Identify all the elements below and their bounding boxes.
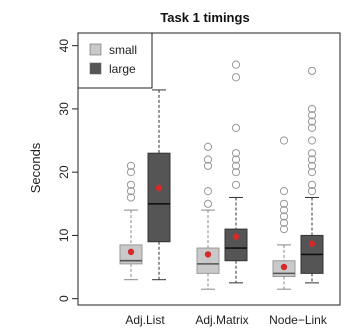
outlier-point (126, 193, 136, 202)
outlier-point (231, 60, 241, 69)
mean-marker (155, 184, 163, 192)
outlier-point (231, 149, 241, 158)
outlier-point (307, 149, 317, 158)
outlier-point (203, 155, 213, 164)
legend-swatch-large (89, 62, 102, 75)
box-large-1 (224, 228, 248, 262)
outlier-point (307, 168, 317, 177)
outlier-point (307, 136, 317, 145)
mean-marker (232, 233, 240, 240)
outlier-point (307, 104, 317, 114)
outlier-point (203, 161, 213, 170)
y-tick-label: 0 (57, 295, 71, 302)
legend-swatch-small (89, 43, 102, 56)
outlier-point (307, 161, 317, 170)
outlier-point (307, 123, 317, 132)
outlier-point (126, 168, 136, 177)
outlier-point (307, 66, 317, 76)
outlier-point (203, 199, 213, 208)
y-tick-label: 20 (57, 165, 71, 179)
x-tick-label: Adj.List (125, 313, 165, 327)
y-tick-label: 30 (57, 102, 71, 116)
outlier-point (231, 161, 241, 170)
outlier-point (126, 187, 136, 196)
mean-marker (280, 263, 288, 271)
outlier-point (279, 212, 289, 221)
x-tick-label: Adj.Matrix (195, 313, 248, 327)
mean-marker (204, 251, 212, 258)
outlier-point (307, 111, 317, 120)
outlier-point (279, 224, 289, 234)
plot-frame (77, 32, 341, 306)
outlier-point (231, 73, 241, 82)
legend-label-small: small (109, 43, 137, 57)
outlier-point (279, 199, 289, 208)
outlier-point (231, 155, 241, 164)
plot-area: 0 10 20 30 40 Adj.List Adj.Matrix Node−Link smal… (57, 32, 341, 327)
box-large-0 (147, 152, 171, 243)
outlier-point (307, 117, 317, 126)
y-tick-label: 10 (57, 228, 71, 242)
outlier-point (231, 123, 241, 132)
outlier-point (307, 180, 317, 189)
outlier-point (126, 161, 136, 170)
outlier-point (279, 218, 289, 227)
legend-box (77, 32, 153, 89)
mean-marker (127, 248, 135, 256)
chart-title: Task 1 timings (160, 10, 249, 25)
legend-label-large: large (109, 62, 136, 76)
y-tick-label: 40 (57, 39, 71, 53)
y-axis-label: Seconds (28, 142, 43, 193)
outlier-point (231, 180, 241, 189)
outlier-point (279, 187, 289, 196)
outlier-point (279, 206, 289, 215)
outlier-point (126, 180, 136, 189)
box-small-1 (196, 247, 220, 274)
outlier-point (279, 136, 289, 145)
outlier-point (307, 155, 317, 164)
x-tick-label: Node−Link (269, 313, 328, 327)
outlier-point (203, 187, 213, 196)
outlier-point (307, 187, 317, 196)
mean-marker (308, 240, 316, 247)
outlier-point (203, 142, 213, 151)
outlier-point (231, 168, 241, 177)
